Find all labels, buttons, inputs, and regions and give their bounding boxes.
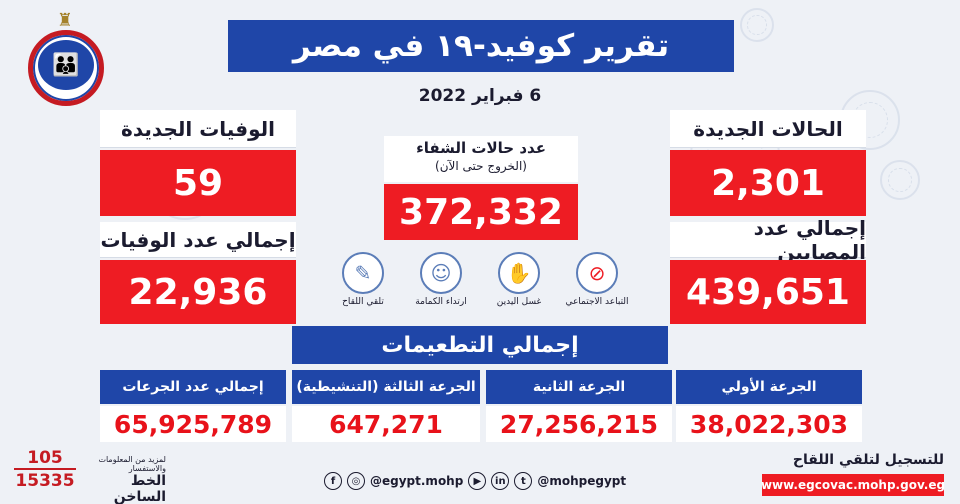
precaution-item: ⊘ التباعد الاجتماعي: [564, 252, 630, 322]
virus-decoration: [740, 8, 774, 42]
dose-label: الجرعة الثالثة (التنشيطية): [292, 370, 480, 404]
social-handle-1[interactable]: @egypt.mohp: [370, 474, 464, 488]
dose-value: 27,256,215: [486, 406, 672, 442]
twitter-icon[interactable]: t: [514, 472, 533, 490]
social-bar: f ◎ @egypt.mohp ▶ in t @mohpegypt: [324, 470, 722, 492]
precaution-label: غسل اليدين: [496, 297, 542, 307]
report-date: 6 فبراير 2022: [418, 86, 542, 106]
dose-label: إجمالي عدد الجرعات: [100, 370, 286, 404]
family-icon: 👪: [38, 40, 94, 90]
vaccinations-title: إجمالي التطعيمات: [292, 326, 668, 364]
registration-url[interactable]: www.egcovac.mohp.gov.eg: [761, 474, 945, 496]
total-cases-value: 439,651: [670, 260, 866, 324]
precaution-label: تلقي اللقاح: [342, 297, 384, 307]
new-deaths-value: 59: [100, 150, 296, 216]
precaution-item: ✋ غسل اليدين: [486, 252, 552, 322]
dose-label: الجرعة الثانية: [486, 370, 672, 404]
social-distancing-icon: ⊘: [576, 252, 618, 294]
precautions-row: ⊘ التباعد الاجتماعي ✋ غسل اليدين ☺ ارتدا…: [330, 252, 630, 322]
hotline-numbers: 105 15335: [14, 448, 76, 492]
precaution-label: ارتداء الكمامة: [415, 297, 467, 307]
page-title: تقرير كوفيد-١٩ في مصر: [228, 20, 734, 72]
vaccine-icon: ✎: [342, 252, 384, 294]
total-cases-label: إجمالي عدد المصابين: [670, 216, 866, 264]
ministry-logo: ♜ 👪: [24, 10, 106, 114]
social-handle-2[interactable]: @mohpegypt: [537, 474, 627, 488]
linkedin-icon[interactable]: in: [491, 472, 510, 490]
recoveries-sublabel: (الخروج حتى الآن): [435, 159, 527, 173]
recoveries-label: عدد حالات الشفاء: [416, 139, 546, 157]
dose-value: 38,022,303: [676, 406, 862, 442]
hand-washing-icon: ✋: [498, 252, 540, 294]
eagle-icon: ♜: [56, 10, 74, 31]
recoveries-label-box: عدد حالات الشفاء (الخروج حتى الآن): [384, 136, 578, 182]
hotline-number-1: 105: [14, 448, 76, 470]
virus-decoration: [880, 160, 920, 200]
dose-value: 647,271: [292, 406, 480, 442]
precaution-item: ✎ تلقي اللقاح: [330, 252, 396, 322]
dose-value: 65,925,789: [100, 406, 286, 442]
instagram-icon[interactable]: ◎: [347, 472, 365, 490]
precaution-label: التباعد الاجتماعي: [565, 297, 629, 307]
new-deaths-label: الوفيات الجديدة: [100, 110, 296, 148]
mask-icon: ☺: [420, 252, 462, 294]
dose-label: الجرعة الأولي: [676, 370, 862, 404]
recoveries-value: 372,332: [384, 184, 578, 240]
hotline-label: الخط الساخن: [113, 473, 166, 504]
facebook-icon[interactable]: f: [324, 472, 342, 490]
total-deaths-label: إجمالي عدد الوفيات: [100, 222, 296, 258]
new-cases-label: الحالات الجديدة: [670, 110, 866, 148]
total-deaths-value: 22,936: [100, 260, 296, 324]
hotline-text: لمزيد من المعلومات والاستفسار الخط الساخ…: [86, 455, 166, 504]
new-cases-value: 2,301: [670, 150, 866, 216]
hotline-number-2: 15335: [15, 471, 75, 491]
registration-label: للتسجيل لتلقي اللقاح: [792, 452, 944, 468]
hotline-small: لمزيد من المعلومات والاستفسار: [98, 455, 166, 473]
youtube-icon[interactable]: ▶: [468, 472, 487, 490]
precaution-item: ☺ ارتداء الكمامة: [408, 252, 474, 322]
